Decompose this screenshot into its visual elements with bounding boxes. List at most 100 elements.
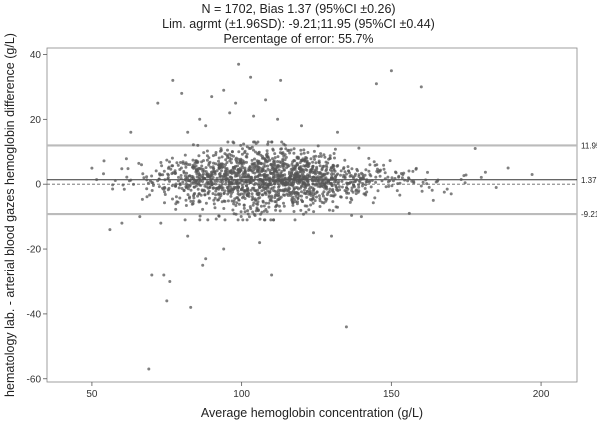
- data-point: [343, 158, 347, 162]
- data-point: [275, 203, 279, 207]
- reference-label-2: -9.21: [581, 210, 597, 219]
- data-point: [224, 170, 228, 174]
- data-point: [293, 175, 296, 179]
- data-point: [287, 179, 291, 182]
- data-point: [181, 160, 185, 164]
- data-point: [442, 190, 446, 194]
- data-point: [183, 162, 187, 166]
- data-point: [248, 215, 251, 219]
- data-point: [250, 192, 254, 196]
- data-point-outlier: [222, 247, 226, 251]
- data-point: [251, 203, 255, 207]
- data-point: [245, 218, 249, 222]
- data-point: [239, 187, 243, 191]
- data-point: [287, 183, 291, 187]
- data-point: [267, 205, 271, 209]
- data-point: [322, 164, 326, 168]
- data-point: [170, 156, 174, 160]
- data-point: [189, 188, 193, 192]
- data-point: [292, 151, 296, 155]
- data-point: [280, 147, 283, 151]
- data-point: [168, 179, 171, 183]
- data-point: [265, 149, 269, 153]
- data-point: [217, 185, 221, 189]
- data-point: [154, 169, 158, 173]
- data-point: [328, 156, 332, 160]
- data-point: [371, 201, 375, 205]
- data-point: [226, 185, 230, 189]
- data-point: [261, 173, 265, 177]
- data-point: [211, 182, 215, 186]
- data-point: [188, 163, 192, 167]
- data-point: [283, 153, 287, 157]
- data-point: [233, 178, 237, 182]
- data-point: [361, 173, 365, 176]
- data-point: [254, 189, 257, 193]
- data-point: [357, 146, 361, 150]
- data-point: [198, 167, 202, 170]
- data-point: [333, 156, 336, 160]
- data-point: [159, 173, 163, 177]
- data-point: [145, 187, 149, 191]
- data-point: [211, 154, 215, 158]
- data-point: [200, 188, 204, 192]
- data-point: [259, 212, 263, 216]
- data-point: [214, 153, 218, 157]
- data-point: [296, 171, 300, 175]
- data-point: [209, 165, 213, 169]
- data-point: [249, 207, 253, 211]
- data-point: [329, 194, 333, 198]
- data-point: [173, 169, 177, 173]
- data-point: [279, 195, 283, 199]
- data-point: [367, 169, 371, 173]
- data-point: [361, 184, 364, 188]
- data-point: [122, 187, 126, 191]
- data-point: [196, 178, 200, 182]
- data-point: [259, 204, 263, 208]
- data-point: [223, 218, 227, 222]
- data-point-outlier: [336, 130, 339, 134]
- data-point: [351, 190, 355, 194]
- data-point: [291, 178, 295, 182]
- data-point: [184, 198, 188, 202]
- data-point: [253, 140, 257, 144]
- data-point-outlier: [312, 231, 315, 235]
- data-point: [303, 159, 307, 163]
- data-point: [175, 161, 179, 165]
- data-point: [302, 212, 305, 216]
- data-point: [268, 171, 272, 175]
- data-point: [227, 180, 231, 184]
- data-point: [296, 191, 300, 195]
- data-point: [263, 191, 267, 195]
- data-point: [311, 182, 315, 186]
- data-point: [197, 154, 201, 158]
- data-point: [192, 185, 196, 189]
- data-point: [285, 179, 289, 183]
- data-point: [229, 161, 233, 165]
- data-point: [309, 157, 313, 161]
- data-point: [283, 158, 287, 162]
- data-point: [243, 151, 247, 155]
- data-point: [306, 173, 310, 177]
- data-point: [388, 179, 392, 183]
- data-point: [231, 188, 235, 191]
- data-point: [229, 192, 233, 196]
- chart-title-line-1: N = 1702, Bias 1.37 (95%CI ±0.26): [201, 2, 396, 16]
- data-point: [338, 188, 342, 192]
- data-point: [273, 161, 277, 165]
- data-point: [258, 217, 262, 221]
- data-point: [304, 168, 308, 171]
- data-point: [262, 204, 266, 208]
- data-point: [194, 160, 198, 164]
- data-point: [273, 196, 277, 200]
- data-point: [277, 204, 281, 208]
- data-point: [336, 164, 340, 167]
- data-point: [425, 182, 429, 186]
- data-point: [268, 179, 272, 182]
- data-point: [320, 176, 324, 180]
- data-point: [190, 202, 194, 206]
- data-point: [198, 218, 202, 222]
- data-point: [311, 164, 315, 168]
- data-point: [137, 161, 141, 165]
- data-point: [283, 176, 287, 180]
